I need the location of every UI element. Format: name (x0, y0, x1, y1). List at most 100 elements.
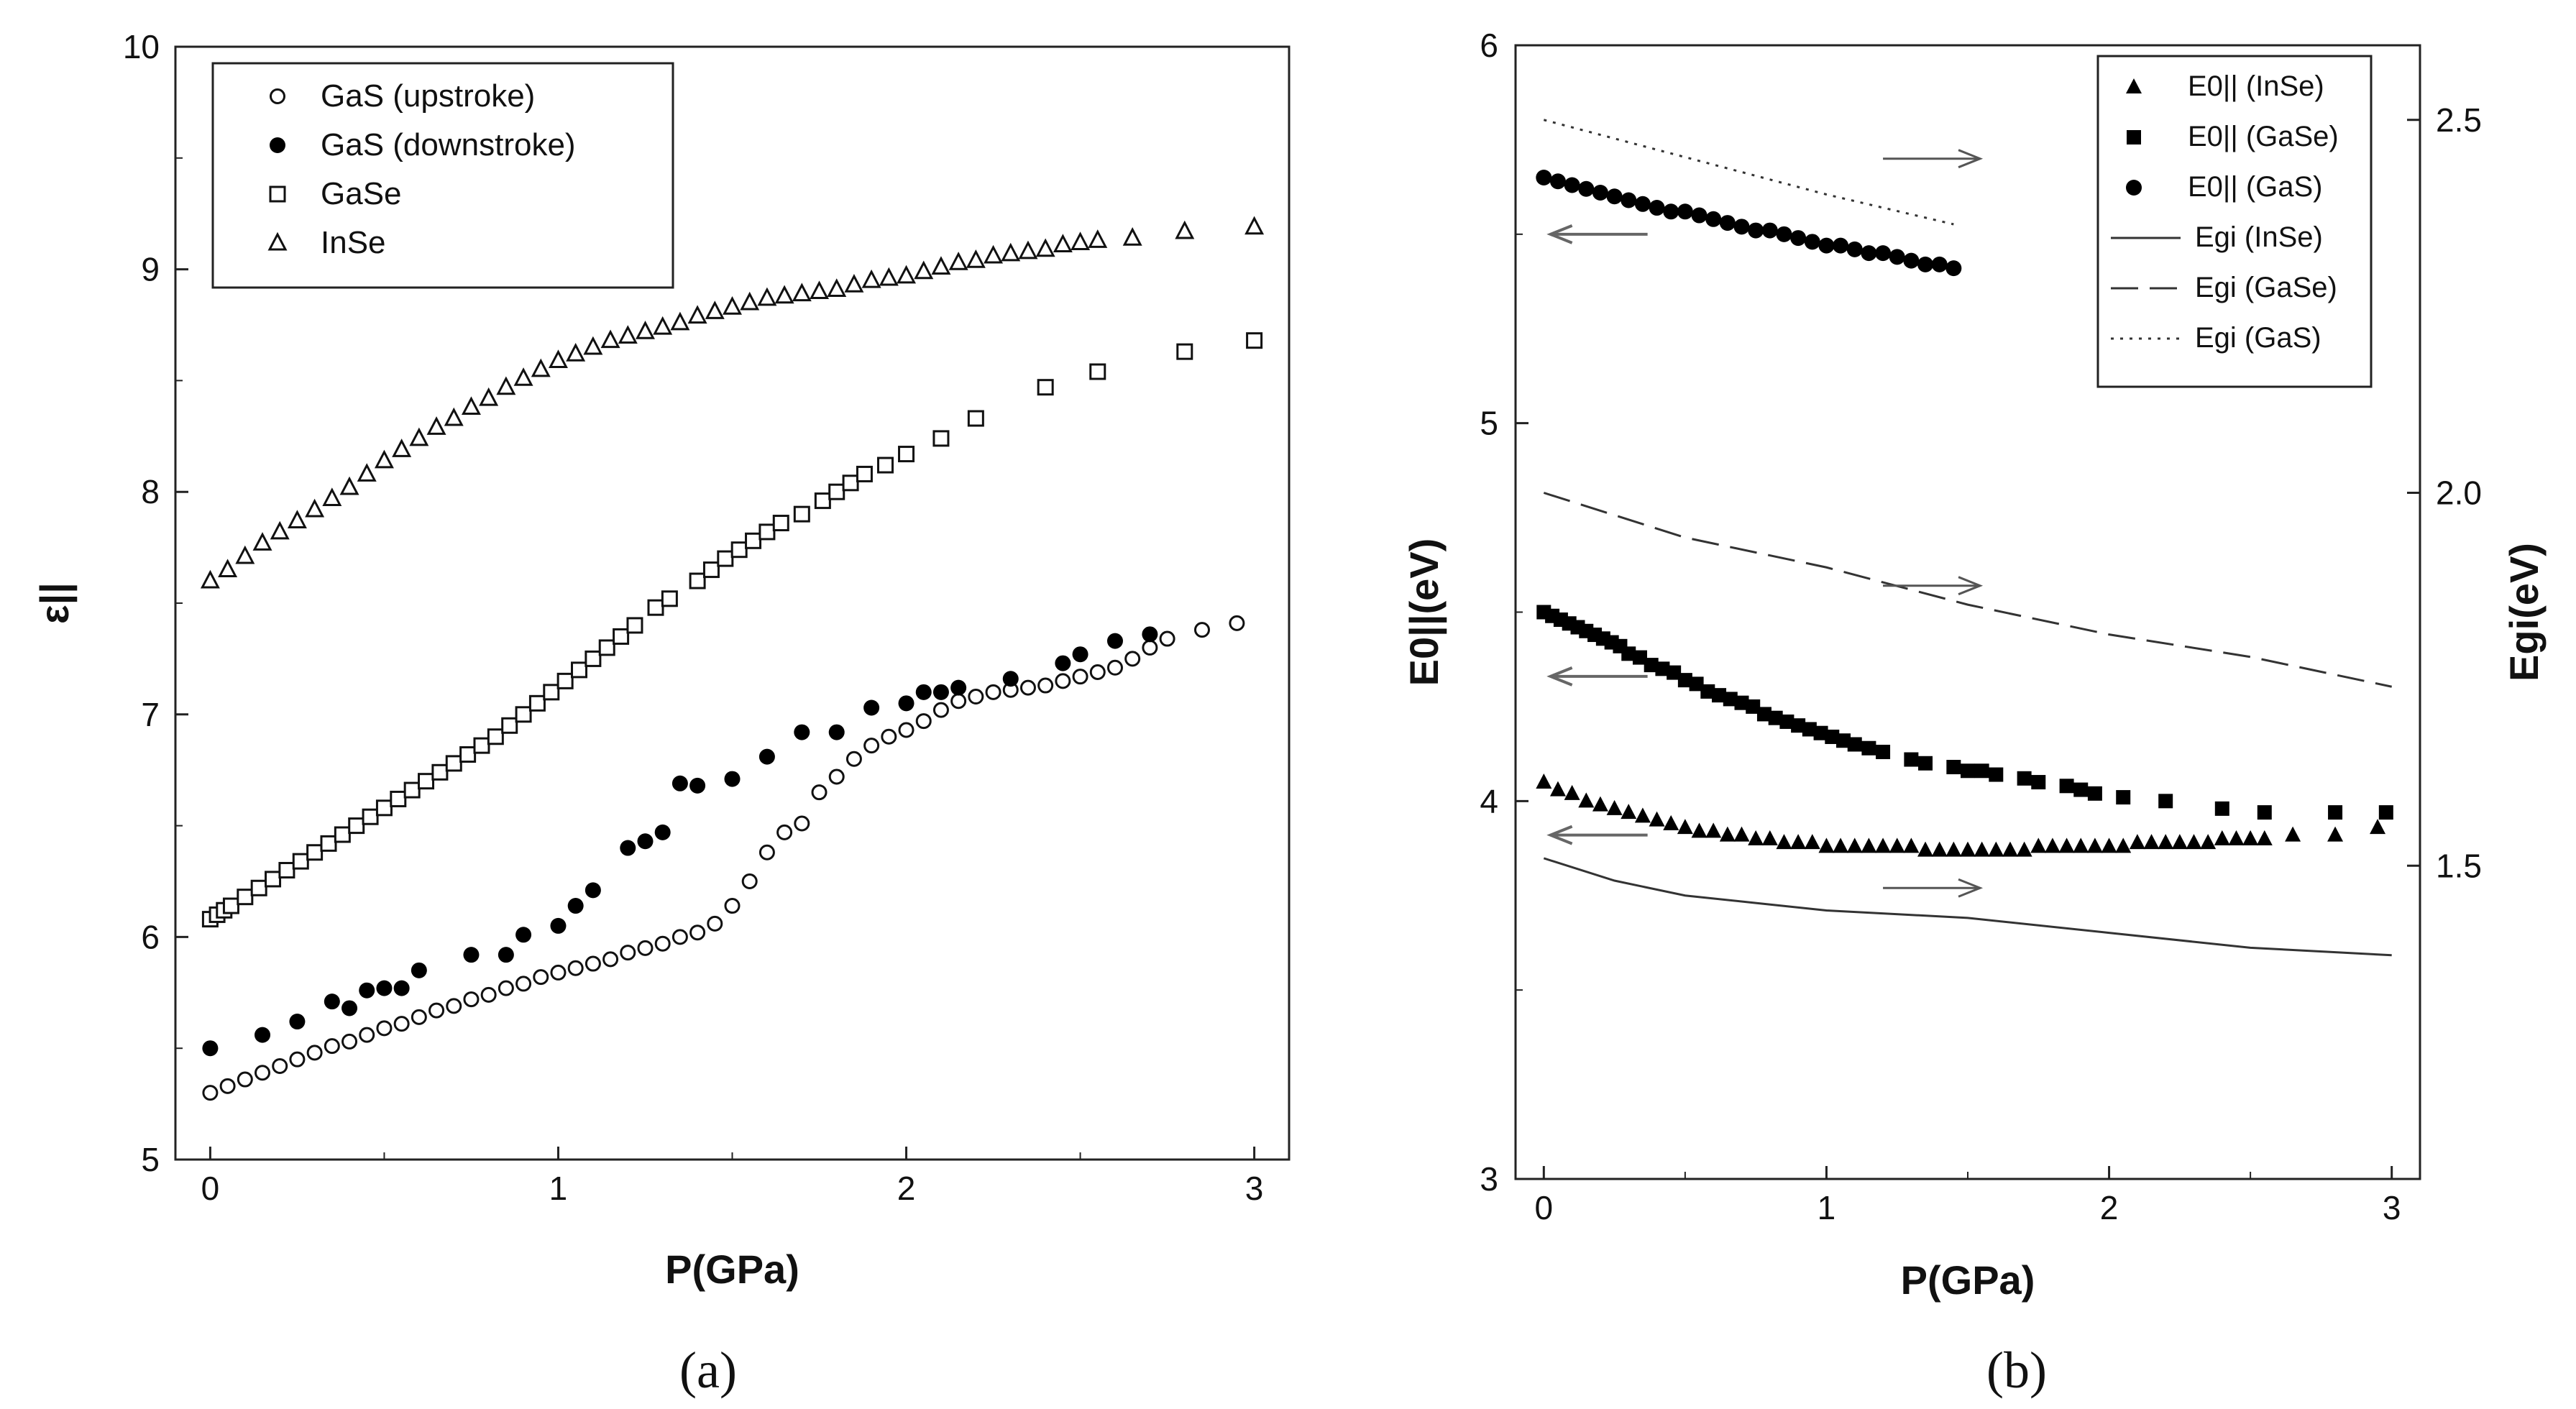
data-point (1761, 222, 1778, 239)
data-point (1053, 234, 1073, 253)
data-point (585, 882, 601, 899)
series-2 (201, 332, 1263, 928)
data-point (1689, 676, 1704, 692)
data-point (1536, 169, 1552, 185)
y-right-tick-label: 2.0 (2436, 474, 2482, 512)
data-point (828, 483, 845, 500)
data-point (932, 702, 949, 718)
data-point (600, 329, 620, 349)
series-3 (200, 216, 1265, 589)
line-series-1 (1543, 492, 2392, 688)
data-point (1649, 200, 1665, 216)
series-0 (202, 615, 1245, 1101)
data-point (1818, 237, 1835, 254)
data-point (1700, 684, 1715, 699)
data-point (390, 790, 407, 807)
data-point (1918, 756, 1933, 771)
data-point (566, 343, 586, 362)
data-point (1071, 231, 1091, 250)
data-point (1142, 626, 1158, 643)
data-point (255, 1027, 271, 1043)
data-point (305, 498, 325, 518)
data-point (1768, 710, 1783, 725)
legend-label: GaS (upstroke) (321, 78, 535, 114)
data-point (845, 751, 862, 767)
data-point (1705, 822, 1722, 838)
data-point (705, 300, 725, 319)
data-point (2101, 837, 2117, 853)
data-point (932, 430, 950, 447)
data-point (717, 550, 734, 567)
data-point (583, 336, 603, 355)
data-point (362, 808, 379, 825)
data-point (1945, 841, 1962, 857)
data-point (2116, 790, 2131, 805)
y-tick-label: 8 (141, 473, 160, 510)
data-point (479, 387, 499, 406)
data-point (1875, 837, 1892, 853)
data-point (376, 980, 393, 996)
data-point (1904, 752, 1919, 767)
legend-marker (269, 185, 286, 203)
data-point (498, 980, 514, 996)
data-point (487, 728, 504, 745)
data-point (1106, 659, 1123, 676)
data-point (1142, 639, 1158, 656)
data-point (1089, 363, 1106, 380)
data-point (1578, 180, 1595, 197)
legend-marker (270, 88, 285, 104)
data-point (357, 463, 377, 482)
x-tick-label: 0 (201, 1170, 220, 1207)
data-point (598, 639, 615, 656)
y-left-tick-label: 4 (1480, 782, 1498, 820)
data-point (707, 915, 723, 932)
data-point (774, 285, 794, 304)
y-left-tick-label: 5 (1480, 405, 1498, 442)
data-point (513, 367, 533, 386)
data-point (1931, 256, 1948, 272)
data-point (1072, 669, 1088, 685)
data-point (1804, 834, 1820, 850)
data-point (2044, 837, 2061, 853)
data-point (252, 532, 272, 551)
data-point (740, 291, 760, 311)
data-point (374, 449, 394, 469)
data-point (2214, 830, 2230, 845)
data-point (2031, 775, 2046, 790)
data-point (411, 1009, 427, 1025)
data-point (670, 311, 690, 331)
data-point (1974, 763, 1989, 779)
x-tick-label: 3 (1245, 1170, 1264, 1207)
data-point (392, 439, 412, 457)
y-tick-label: 10 (123, 28, 160, 65)
data-point (1861, 740, 1876, 756)
data-point (2328, 805, 2343, 820)
arrow-left-head (1546, 666, 1573, 687)
data-point (914, 260, 934, 280)
data-point (637, 833, 654, 850)
x-tick-label: 0 (1535, 1189, 1554, 1226)
data-point (1055, 655, 1071, 671)
data-point (1632, 650, 1647, 665)
data-point (881, 728, 897, 745)
data-point (473, 737, 490, 754)
data-point (861, 269, 881, 288)
data-point (322, 487, 342, 506)
panel-a: 5 6 7 8 9 10 0 1 2 3 P(GPa) ε|| GaS (upstroke) GaS (d… (32, 28, 1291, 1399)
data-point (1719, 215, 1736, 231)
data-point (306, 1045, 323, 1061)
arrow-right-head (1958, 149, 1984, 169)
data-point (2058, 837, 2075, 853)
data-point (1712, 688, 1727, 703)
data-point (1564, 784, 1580, 800)
data-point (342, 1000, 358, 1016)
data-point (897, 265, 917, 284)
data-point (1847, 737, 1862, 752)
data-point (2378, 805, 2393, 820)
data-point (1813, 725, 1828, 740)
data-point (741, 873, 758, 889)
data-point (1691, 207, 1708, 224)
data-point (418, 773, 435, 790)
data-point (772, 515, 789, 532)
data-point (654, 824, 671, 840)
